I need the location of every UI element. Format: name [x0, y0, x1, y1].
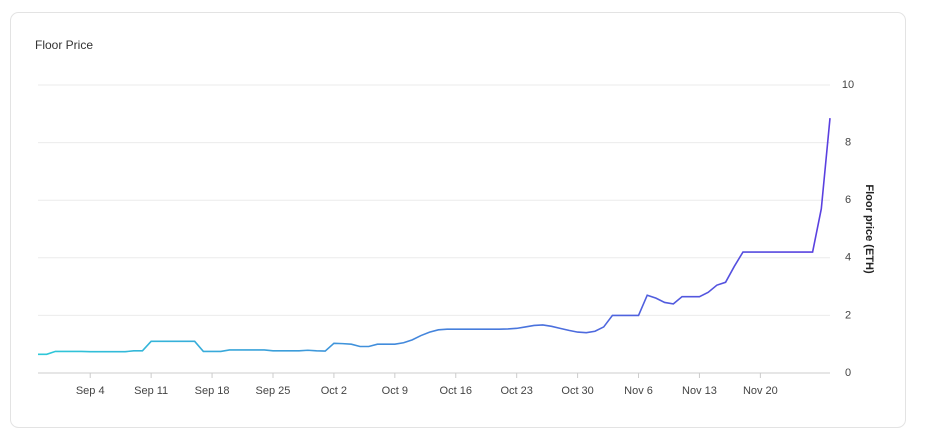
x-tick-label: Sep 4	[76, 385, 105, 397]
x-tick-label: Sep 25	[256, 385, 291, 397]
y-tick-label: 4	[845, 252, 851, 264]
x-tick-label: Oct 30	[561, 385, 593, 397]
y-axis-label: Floor price (ETH)	[863, 184, 875, 274]
x-tick-label: Oct 16	[440, 385, 472, 397]
x-tick-label: Sep 18	[195, 385, 230, 397]
x-tick-label: Sep 11	[134, 385, 168, 397]
y-tick-label: 8	[845, 137, 851, 149]
y-tick-label: 10	[842, 79, 854, 91]
y-tick-label: 6	[845, 194, 851, 206]
x-tick-label: Nov 13	[682, 385, 717, 397]
x-tick-label: Nov 6	[624, 385, 653, 397]
chart-title: Floor Price	[35, 38, 93, 52]
x-tick-label: Oct 23	[500, 385, 532, 397]
x-tick-label: Nov 20	[743, 385, 778, 397]
x-tick-label: Oct 9	[382, 385, 408, 397]
x-tick-label: Oct 2	[321, 385, 347, 397]
price-line	[38, 118, 831, 356]
y-tick-label: 0	[845, 367, 851, 379]
card	[10, 12, 906, 428]
y-tick-label: 2	[845, 309, 851, 321]
